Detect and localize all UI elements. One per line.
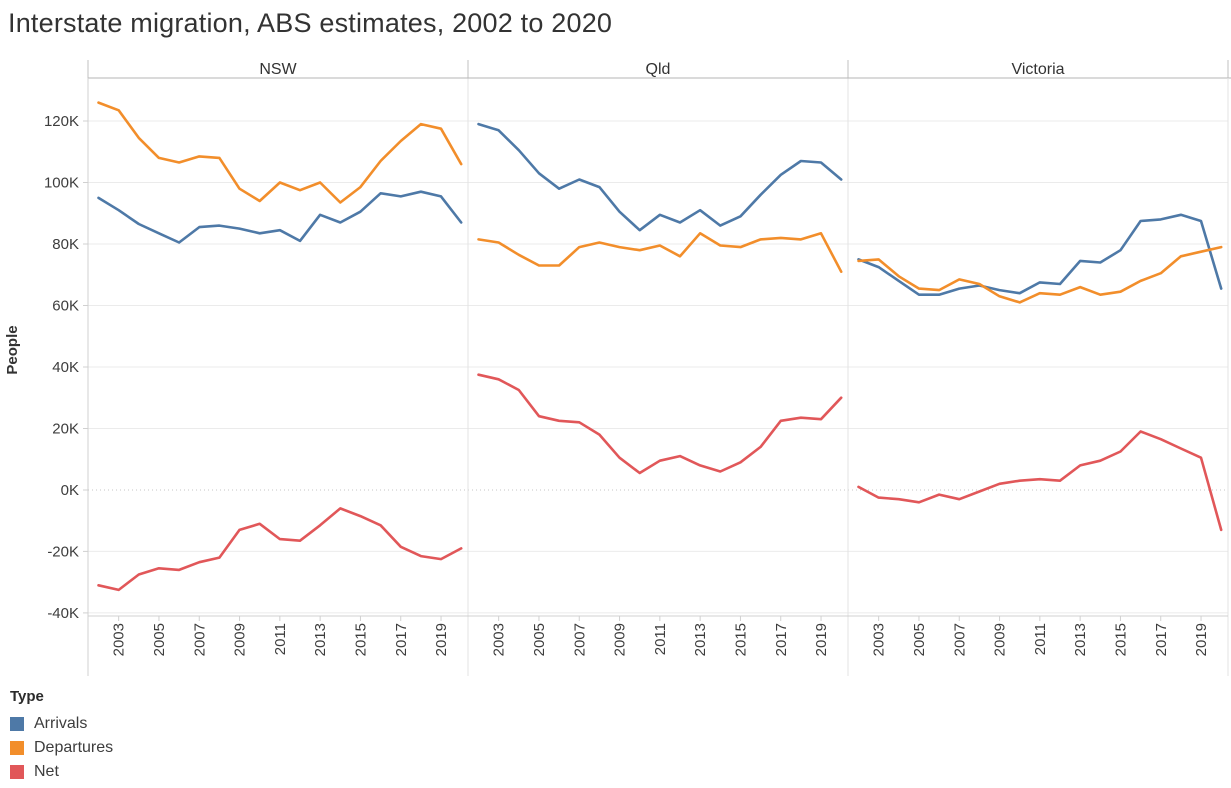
legend-swatch-departures bbox=[10, 741, 24, 755]
x-tick-label-2003-qld: 2003 bbox=[491, 623, 508, 656]
x-tick-label-2017-qld: 2017 bbox=[773, 623, 790, 656]
legend-label-net: Net bbox=[34, 763, 59, 780]
series-line-nsw-departures[interactable] bbox=[97, 101, 463, 204]
x-tick-label-2019-qld: 2019 bbox=[813, 623, 830, 656]
x-tick-label-2017-nsw: 2017 bbox=[393, 623, 410, 656]
legend-label-arrivals: Arrivals bbox=[34, 715, 88, 732]
legend: Type Arrivals Departures Net bbox=[10, 688, 113, 784]
y-axis-title: People bbox=[4, 325, 21, 374]
legend-label-departures: Departures bbox=[34, 739, 114, 756]
y-tick-label-40K: 40K bbox=[52, 359, 79, 376]
y-tick-label--20K: -20K bbox=[47, 543, 79, 560]
panel-header-qld: Qld bbox=[646, 61, 671, 78]
y-tick-label-80K: 80K bbox=[52, 236, 79, 253]
chart-title: Interstate migration, ABS estimates, 200… bbox=[8, 8, 613, 38]
x-tick-label-2003-victoria: 2003 bbox=[871, 623, 888, 656]
x-tick-label-2015-qld: 2015 bbox=[732, 623, 749, 656]
legend-item-departures[interactable]: Departures bbox=[10, 736, 113, 760]
series-line-victoria-arrivals[interactable] bbox=[857, 213, 1223, 296]
x-tick-label-2013-victoria: 2013 bbox=[1072, 623, 1089, 656]
x-tick-label-2005-nsw: 2005 bbox=[151, 623, 168, 656]
x-tick-label-2009-nsw: 2009 bbox=[232, 623, 249, 656]
x-tick-label-2017-victoria: 2017 bbox=[1153, 623, 1170, 656]
y-tick-label-60K: 60K bbox=[52, 298, 79, 315]
x-tick-label-2009-qld: 2009 bbox=[612, 623, 629, 656]
chart-plot: -40K -20K 0K 20K 40K 60K 80K 100K 120K 2003 2005 20… bbox=[4, 60, 1231, 676]
series-line-nsw-net[interactable] bbox=[97, 507, 463, 592]
legend-swatch-net bbox=[10, 765, 24, 779]
x-tick-label-2005-qld: 2005 bbox=[531, 623, 548, 656]
x-tick-label-2019-nsw: 2019 bbox=[433, 623, 450, 656]
legend-swatch-arrivals bbox=[10, 717, 24, 731]
x-tick-label-2019-victoria: 2019 bbox=[1193, 623, 1210, 656]
x-tick-label-2011-qld: 2011 bbox=[652, 623, 669, 655]
x-tick-label-2007-nsw: 2007 bbox=[191, 623, 208, 656]
panel-header-nsw: NSW bbox=[259, 61, 297, 78]
series-line-qld-departures[interactable] bbox=[477, 232, 843, 273]
x-tick-label-2015-victoria: 2015 bbox=[1112, 623, 1129, 656]
series-line-qld-arrivals[interactable] bbox=[477, 122, 843, 232]
series-line-victoria-net[interactable] bbox=[857, 430, 1223, 532]
x-tick-label-2007-victoria: 2007 bbox=[951, 623, 968, 656]
legend-title: Type bbox=[10, 688, 44, 705]
x-tick-label-2011-nsw: 2011 bbox=[272, 623, 289, 655]
y-tick-label-120K: 120K bbox=[44, 113, 79, 130]
y-tick-label--40K: -40K bbox=[47, 605, 79, 622]
x-tick-label-2003-nsw: 2003 bbox=[111, 623, 128, 656]
x-tick-label-2007-qld: 2007 bbox=[571, 623, 588, 656]
legend-item-arrivals[interactable]: Arrivals bbox=[10, 712, 113, 736]
x-tick-label-2013-nsw: 2013 bbox=[312, 623, 329, 656]
series-line-qld-net[interactable] bbox=[477, 373, 843, 475]
y-tick-label-0K: 0K bbox=[61, 482, 79, 499]
x-tick-label-2005-victoria: 2005 bbox=[911, 623, 928, 656]
series-line-nsw-arrivals[interactable] bbox=[97, 190, 463, 244]
x-tick-label-2009-victoria: 2009 bbox=[992, 623, 1009, 656]
x-tick-label-2011-victoria: 2011 bbox=[1032, 623, 1049, 655]
legend-item-net[interactable]: Net bbox=[10, 760, 113, 784]
series-line-victoria-departures[interactable] bbox=[857, 245, 1223, 304]
x-tick-label-2013-qld: 2013 bbox=[692, 623, 709, 656]
x-tick-label-2015-nsw: 2015 bbox=[352, 623, 369, 656]
y-tick-label-100K: 100K bbox=[44, 175, 79, 192]
panel-header-victoria: Victoria bbox=[1011, 61, 1064, 78]
y-tick-label-20K: 20K bbox=[52, 421, 79, 438]
